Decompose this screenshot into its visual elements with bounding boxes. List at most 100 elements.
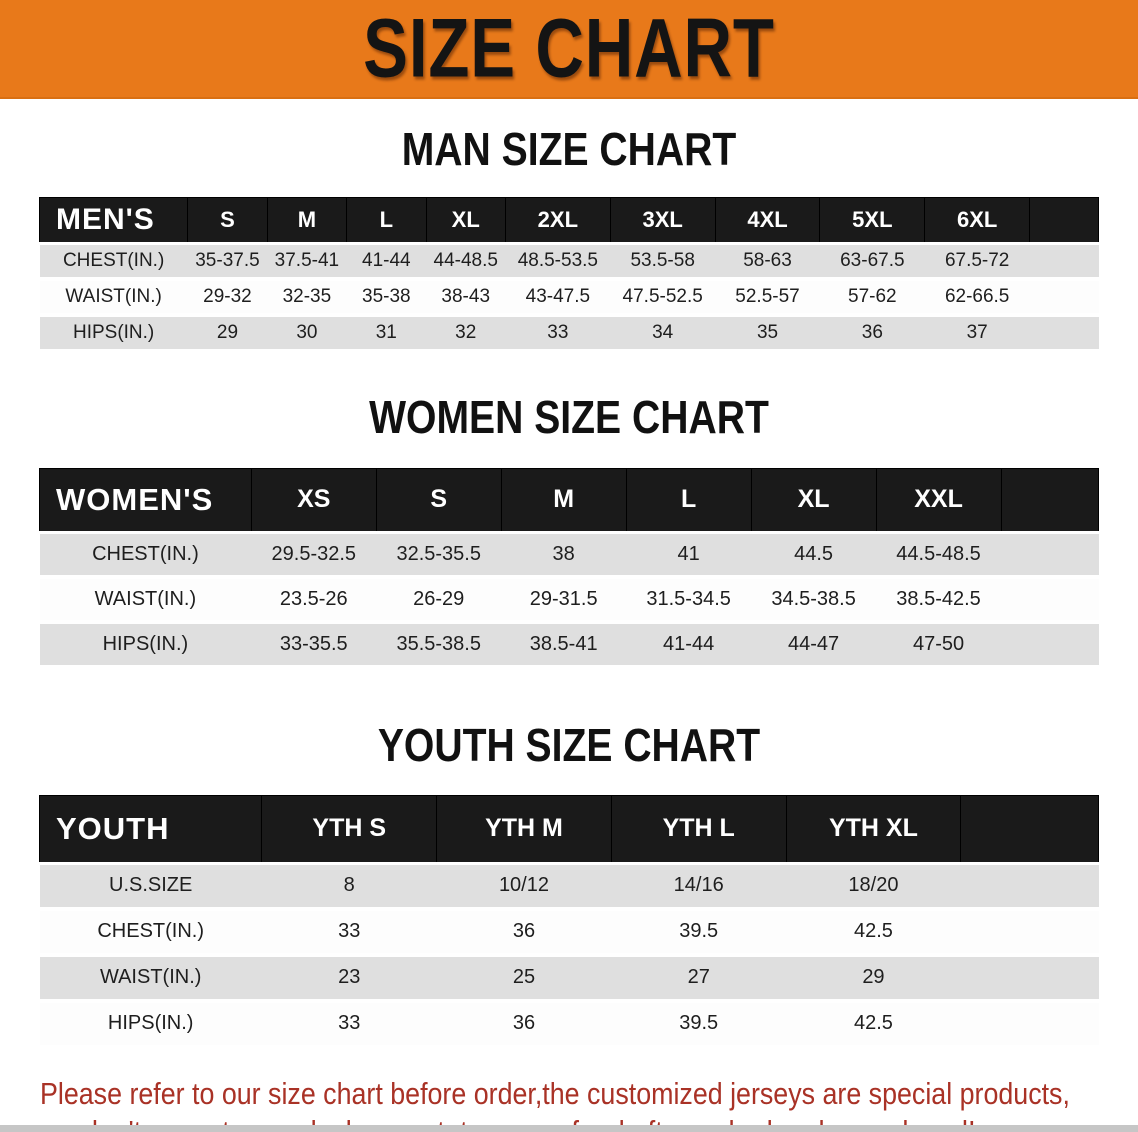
value-cell: 34.5-38.5 <box>751 576 877 624</box>
disclaimer-line-1: Please refer to our size chart before or… <box>40 1075 1070 1111</box>
value-cell: 23 <box>261 954 437 1003</box>
column-header-cell: 2XL <box>504 197 611 245</box>
value-cell: 35-37.5 <box>187 242 268 282</box>
row-filler-cell <box>1029 279 1099 318</box>
value-cell: 33 <box>261 908 437 957</box>
value-cell: 43-47.5 <box>505 279 611 318</box>
value-cell: 35.5-38.5 <box>376 621 502 669</box>
women-section-heading: WOMEN SIZE CHART <box>369 391 769 444</box>
value-cell: 18/20 <box>786 861 961 911</box>
table-title-cell: WOMEN'S <box>39 467 252 533</box>
value-cell: 44-47 <box>751 621 877 669</box>
bottom-divider-bar <box>0 1125 1138 1132</box>
table-row: CHEST(IN.) 33 36 39.5 42.5 <box>39 908 1099 957</box>
value-cell: 42.5 <box>786 908 961 957</box>
value-cell: 29 <box>786 954 961 1003</box>
column-header-cell: YTH XL <box>785 794 962 864</box>
value-cell: 48.5-53.5 <box>505 242 611 282</box>
row-filler-cell <box>960 1000 1099 1049</box>
disclaimer-text: Please refer to our size chart before or… <box>0 1075 1138 1132</box>
table-row: HIPS(IN.) 33-35.5 35.5-38.5 38.5-41 41-44 44-… <box>39 621 1099 669</box>
value-cell: 35-38 <box>346 279 427 318</box>
value-cell: 63-67.5 <box>819 242 925 282</box>
header-filler-cell <box>1029 197 1099 245</box>
table-row: HIPS(IN.) 29 30 31 32 33 34 35 36 37 <box>39 315 1099 354</box>
value-cell: 8 <box>261 861 437 911</box>
table-title-cell: MEN'S <box>38 197 189 245</box>
table-row: CHEST(IN.) 35-37.5 37.5-41 41-44 44-48.5 48.5… <box>39 242 1099 282</box>
column-header-cell: L <box>625 467 752 533</box>
header-filler-cell <box>960 794 1099 864</box>
column-header-cell: M <box>266 197 348 245</box>
row-label-cell: HIPS(IN.) <box>39 1000 262 1049</box>
value-cell: 41 <box>626 530 752 579</box>
value-cell: 27 <box>611 954 787 1003</box>
value-cell: 35 <box>715 315 820 354</box>
value-cell: 29 <box>187 315 268 354</box>
value-cell: 31.5-34.5 <box>626 576 752 624</box>
row-filler-cell <box>1029 242 1099 282</box>
value-cell: 52.5-57 <box>715 279 820 318</box>
row-filler-cell <box>960 861 1099 911</box>
value-cell: 44.5 <box>751 530 877 579</box>
value-cell: 36 <box>436 908 612 957</box>
value-cell: 14/16 <box>611 861 787 911</box>
value-cell: 57-62 <box>819 279 925 318</box>
value-cell: 34 <box>610 315 716 354</box>
row-label-cell: CHEST(IN.) <box>39 530 252 579</box>
value-cell: 32-35 <box>267 279 347 318</box>
youth-section: YOUTH SIZE CHART YOUTH YTH S YTH M YTH L YTH… <box>0 718 1138 1049</box>
value-cell: 42.5 <box>786 1000 961 1049</box>
value-cell: 26-29 <box>376 576 502 624</box>
value-cell: 36 <box>436 1000 612 1049</box>
row-filler-cell <box>960 908 1099 957</box>
value-cell: 30 <box>267 315 347 354</box>
value-cell: 33 <box>505 315 611 354</box>
value-cell: 38-43 <box>426 279 506 318</box>
row-label-cell: U.S.SIZE <box>39 861 262 911</box>
row-label-cell: WAIST(IN.) <box>39 576 252 624</box>
column-header-cell: XS <box>250 467 377 533</box>
row-filler-cell <box>1029 315 1099 354</box>
value-cell: 44.5-48.5 <box>876 530 1002 579</box>
value-cell: 39.5 <box>611 1000 787 1049</box>
column-header-cell: S <box>187 197 268 245</box>
table-row: U.S.SIZE 8 10/12 14/16 18/20 <box>39 861 1099 911</box>
row-label-cell: WAIST(IN.) <box>39 279 188 318</box>
youth-section-heading: YOUTH SIZE CHART <box>377 718 761 771</box>
value-cell: 53.5-58 <box>610 242 716 282</box>
column-header-cell: 5XL <box>819 197 926 245</box>
value-cell: 23.5-26 <box>251 576 377 624</box>
column-header-cell: YTH S <box>261 794 438 864</box>
value-cell: 38.5-41 <box>501 621 627 669</box>
column-header-cell: XL <box>425 197 506 245</box>
value-cell: 36 <box>819 315 925 354</box>
value-cell: 29.5-32.5 <box>251 530 377 579</box>
table-title-cell: YOUTH <box>38 794 263 864</box>
row-filler-cell <box>1001 530 1099 579</box>
value-cell: 41-44 <box>626 621 752 669</box>
column-header-cell: 4XL <box>714 197 821 245</box>
row-label-cell: HIPS(IN.) <box>39 621 252 669</box>
column-header-cell: 6XL <box>924 197 1031 245</box>
value-cell: 47.5-52.5 <box>610 279 716 318</box>
header-filler-cell <box>1000 467 1100 533</box>
row-label-cell: CHEST(IN.) <box>39 908 262 957</box>
women-section: WOMEN SIZE CHART WOMEN'S XS S M L XL XXL CHEST(… <box>0 391 1138 669</box>
value-cell: 25 <box>436 954 612 1003</box>
value-cell: 29-32 <box>187 279 268 318</box>
value-cell: 37 <box>924 315 1030 354</box>
column-header-cell: S <box>375 467 502 533</box>
table-row: CHEST(IN.) 29.5-32.5 32.5-35.5 38 41 44.5 44.5… <box>39 530 1099 579</box>
banner-title: SIZE CHART <box>363 1 775 95</box>
table-row: HIPS(IN.) 33 36 39.5 42.5 <box>39 1000 1099 1049</box>
men-section-heading: MAN SIZE CHART <box>401 123 737 175</box>
row-label-cell: WAIST(IN.) <box>39 954 262 1003</box>
value-cell: 32 <box>426 315 506 354</box>
value-cell: 10/12 <box>436 861 612 911</box>
value-cell: 67.5-72 <box>924 242 1030 282</box>
row-label-cell: HIPS(IN.) <box>39 315 188 354</box>
table-row: WAIST(IN.) 29-32 32-35 35-38 38-43 43-47.5 47.… <box>39 279 1099 318</box>
table-header-row: WOMEN'S XS S M L XL XXL <box>39 467 1100 533</box>
value-cell: 38.5-42.5 <box>876 576 1002 624</box>
